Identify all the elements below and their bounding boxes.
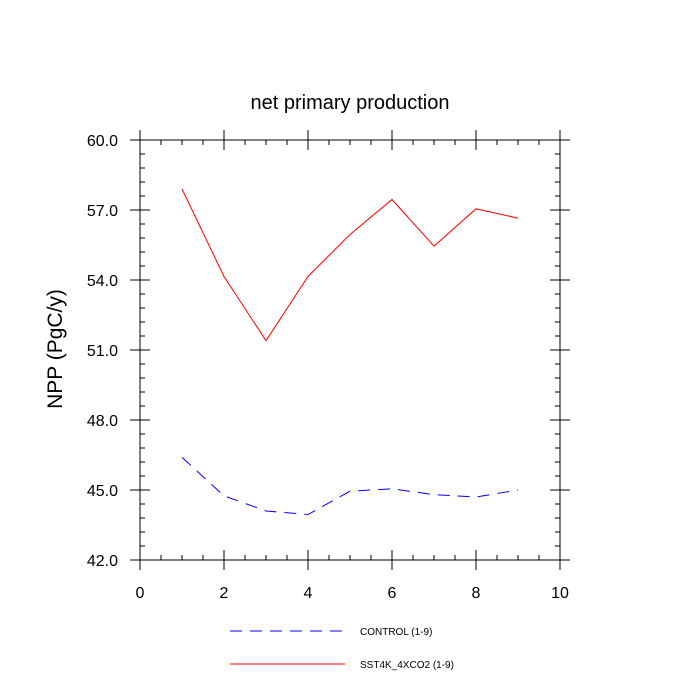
legend: CONTROL (1-9) SST4K_4XCO2 (1-9): [230, 627, 454, 671]
x-tick-label: 4: [304, 585, 313, 602]
legend-label: CONTROL (1-9): [360, 627, 432, 638]
series-line-control: [181, 456, 519, 516]
x-tick-label: 10: [551, 585, 569, 602]
chart-title: net primary production: [251, 92, 450, 114]
series-layer: [181, 188, 519, 516]
y-tick-label: 54.0: [87, 273, 118, 290]
y-tick-label: 45.0: [87, 483, 118, 500]
legend-label: SST4K_4XCO2 (1-9): [360, 660, 454, 671]
plot-frame: [139, 139, 561, 561]
y-tick-label: 51.0: [87, 343, 118, 360]
series-line-sst4k-4xco2: [181, 188, 519, 342]
y-axis-label: NPP (PgC/y): [44, 289, 67, 409]
x-tick-label: 0: [136, 585, 145, 602]
y-tick-label: 42.0: [87, 553, 118, 570]
x-tick-label: 2: [220, 585, 229, 602]
y-tick-label: 57.0: [87, 203, 118, 220]
y-tick-label: 60.0: [87, 133, 118, 150]
axes-layer: 0 2 4 6 8 10 42.0 45.0 48.0 51.0 54.0 57.0 60.0: [87, 130, 570, 602]
x-tick-label: 6: [388, 585, 397, 602]
y-tick-label: 48.0: [87, 413, 118, 430]
x-tick-label: 8: [472, 585, 481, 602]
